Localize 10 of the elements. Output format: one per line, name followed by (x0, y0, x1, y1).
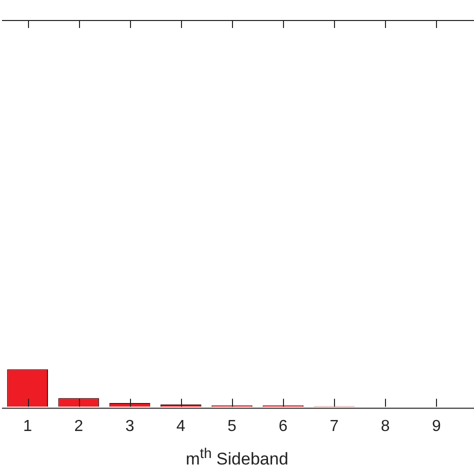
x-tick-label: 5 (228, 418, 237, 435)
x-axis-title: m$^{th}$ Sideband (184, 446, 290, 470)
x-tick-label: 3 (125, 418, 134, 435)
x-tick-label: 4 (176, 418, 186, 435)
x-tick-label: 2 (74, 418, 84, 435)
x-tick-label: 8 (380, 418, 390, 435)
x-tick-label: 7 (330, 418, 339, 435)
x-tick-label: 9 (432, 418, 441, 435)
x-tick-label: 1 (23, 418, 32, 435)
x-tick-label: 6 (278, 418, 288, 435)
